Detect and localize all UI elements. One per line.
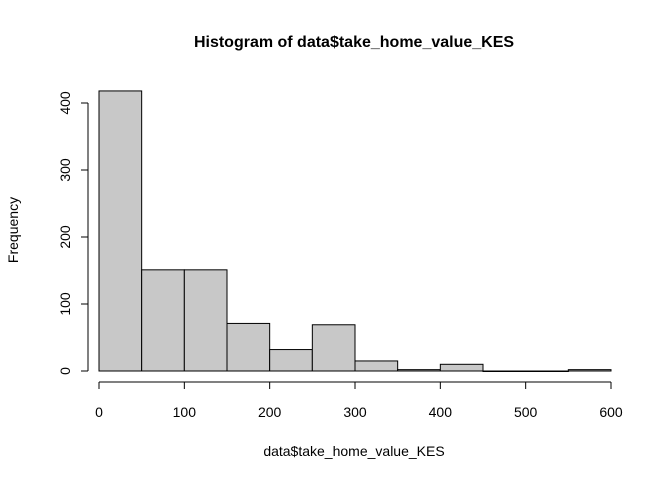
- histogram-bar-10: [525, 370, 569, 372]
- histogram-bar-1: [141, 269, 185, 372]
- histogram-bar-2: [183, 269, 228, 372]
- x-tick-label-2: 200: [258, 404, 282, 420]
- y-tick-label-1: 100: [57, 292, 73, 316]
- histogram-bar-7: [397, 369, 441, 372]
- histogram-bar-9: [482, 370, 527, 372]
- histogram-bar-6: [354, 360, 399, 372]
- y-tick-label-0: 0: [57, 367, 73, 375]
- histogram-bar-0: [98, 90, 143, 372]
- histogram-bar-3: [226, 322, 271, 372]
- x-tick-label-4: 400: [429, 404, 453, 420]
- y-tick-label-2: 200: [57, 225, 73, 249]
- x-tick-label-0: 0: [95, 404, 103, 420]
- x-tick-label-5: 500: [514, 404, 538, 420]
- x-tick-label-3: 300: [343, 404, 367, 420]
- histogram-bar-11: [567, 369, 612, 372]
- histogram-bar-4: [269, 349, 313, 372]
- x-axis: 0 100 200 300 400 500 600: [95, 381, 623, 420]
- x-tick-label-1: 100: [173, 404, 197, 420]
- chart-title: Histogram of data$take_home_value_KES: [194, 34, 514, 51]
- y-tick-label-3: 300: [57, 158, 73, 182]
- x-axis-label: data$take_home_value_KES: [263, 443, 444, 459]
- y-axis: 0 100 200 300 400: [57, 91, 89, 375]
- y-tick-label-4: 400: [57, 91, 73, 115]
- bars-group: [98, 90, 612, 372]
- histogram-bar-8: [439, 363, 484, 372]
- y-axis-label: Frequency: [5, 197, 21, 263]
- x-tick-label-6: 600: [599, 404, 623, 420]
- histogram-bar-5: [311, 324, 356, 372]
